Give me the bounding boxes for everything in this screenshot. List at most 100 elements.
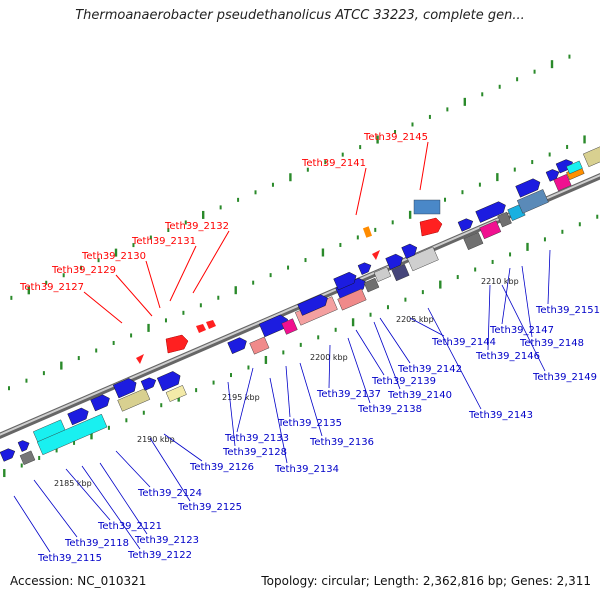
gene-label: Teth39_2126 (189, 462, 254, 473)
gene-feature (337, 288, 367, 311)
gene-label: Teth39_2139 (371, 376, 436, 387)
gene-block (582, 145, 600, 168)
gene-label: Teth39_2134 (274, 464, 339, 475)
gene-block (497, 211, 512, 228)
gene-arrow (297, 294, 328, 316)
highlighted-gene (196, 324, 206, 333)
gene-block (479, 220, 502, 240)
gene-arrow (475, 201, 506, 223)
gene-block (165, 385, 187, 402)
gene-feature (391, 264, 410, 282)
leader-line (145, 260, 161, 309)
highlighted-gene-label: Teth39_2127 (19, 282, 84, 293)
gene-arrow (385, 253, 403, 270)
gene-label: Teth39_2144 (431, 337, 496, 348)
leader-line (163, 433, 203, 462)
leader-line (192, 230, 230, 294)
highlighted-gene-label: Teth39_2145 (363, 132, 428, 143)
gene-feature (373, 266, 392, 283)
gene-label: Teth39_2124 (137, 488, 202, 499)
gene-arrow (401, 243, 418, 259)
label-leader-lines (13, 141, 551, 553)
gene-feature (36, 413, 108, 456)
leader-line (115, 450, 151, 488)
gene-feature (545, 169, 560, 182)
gene-feature (357, 262, 372, 275)
gene-feature (140, 377, 157, 391)
accession-text: Accession: NC_010321 (10, 574, 147, 588)
gene-label: Teth39_2136 (309, 437, 374, 448)
gene-feature (363, 277, 380, 293)
gene-label: Teth39_2149 (532, 372, 597, 383)
gene-label: Teth39_2143 (468, 410, 533, 421)
leader-line (427, 307, 482, 410)
leader-line (115, 274, 153, 317)
gene-block (373, 266, 392, 283)
gene-label: Teth39_2151 (535, 305, 600, 316)
gene-block (281, 318, 298, 335)
gene-arrow (333, 271, 357, 291)
gene-feature (156, 371, 181, 392)
gene-block (463, 232, 484, 251)
gene-block (406, 246, 439, 272)
gene-arrow (227, 337, 247, 355)
gene-arrow (515, 178, 541, 198)
gene-label: Teth39_2147 (489, 325, 554, 336)
gene-block (117, 388, 151, 412)
leader-line (355, 329, 385, 376)
leader-line (13, 495, 51, 553)
gene-feature (90, 394, 110, 412)
kbp-label: 2205 kbp (396, 315, 434, 324)
gene-label: Teth39_2118 (64, 538, 129, 549)
gene-feature (479, 220, 502, 240)
gene-arrow (136, 354, 144, 364)
leader-line (347, 337, 371, 404)
leader-line (285, 365, 291, 418)
gene-label: Teth39_2137 (316, 389, 381, 400)
leader-line (81, 465, 141, 550)
gene-feature (516, 189, 549, 214)
gene-feature (112, 378, 137, 399)
gene-feature (463, 232, 484, 251)
gene-feature (553, 174, 572, 192)
gene-arrow (112, 378, 137, 399)
kbp-label: 2200 kbp (310, 353, 348, 362)
gene-feature (566, 160, 583, 175)
gene-arrow (0, 448, 16, 462)
gene-arrow (457, 218, 474, 232)
gene-label: Teth39_2115 (37, 553, 102, 564)
gene-label: Teth39_2142 (397, 364, 462, 375)
gene-label: Teth39_2133 (224, 433, 289, 444)
highlighted-gene-label: Teth39_2129 (51, 265, 116, 276)
gene-arrow (545, 169, 560, 182)
gene-track (0, 145, 600, 466)
ruler-dot-track (3, 54, 599, 478)
kbp-label: 2185 kbp (54, 479, 92, 488)
leader-line (501, 267, 511, 325)
leader-line (547, 249, 551, 305)
leader-line (355, 167, 367, 216)
leader-line (521, 265, 533, 338)
gene-label: Teth39_2122 (127, 550, 192, 561)
gene-feature (515, 178, 541, 198)
kbp-label: 2190 kbp (137, 435, 175, 444)
gene-label: Teth39_2138 (357, 404, 422, 415)
gene-feature (281, 318, 298, 335)
gene-block (363, 277, 380, 293)
kbp-label: 2195 kbp (222, 393, 260, 402)
gene-arrow (17, 440, 30, 452)
gene-feature (385, 253, 403, 270)
leader-line (169, 245, 197, 302)
gene-feature (117, 388, 151, 412)
gene-feature (17, 440, 30, 452)
gene-feature (333, 271, 357, 291)
gene-feature (406, 246, 439, 272)
gene-arrow (140, 377, 157, 391)
gene-label: Teth39_2146 (475, 351, 540, 362)
gene-feature (19, 450, 36, 466)
leader-line (501, 284, 546, 372)
gene-feature (67, 407, 89, 426)
gene-arrow (419, 217, 443, 237)
gene-arrow (196, 324, 206, 333)
